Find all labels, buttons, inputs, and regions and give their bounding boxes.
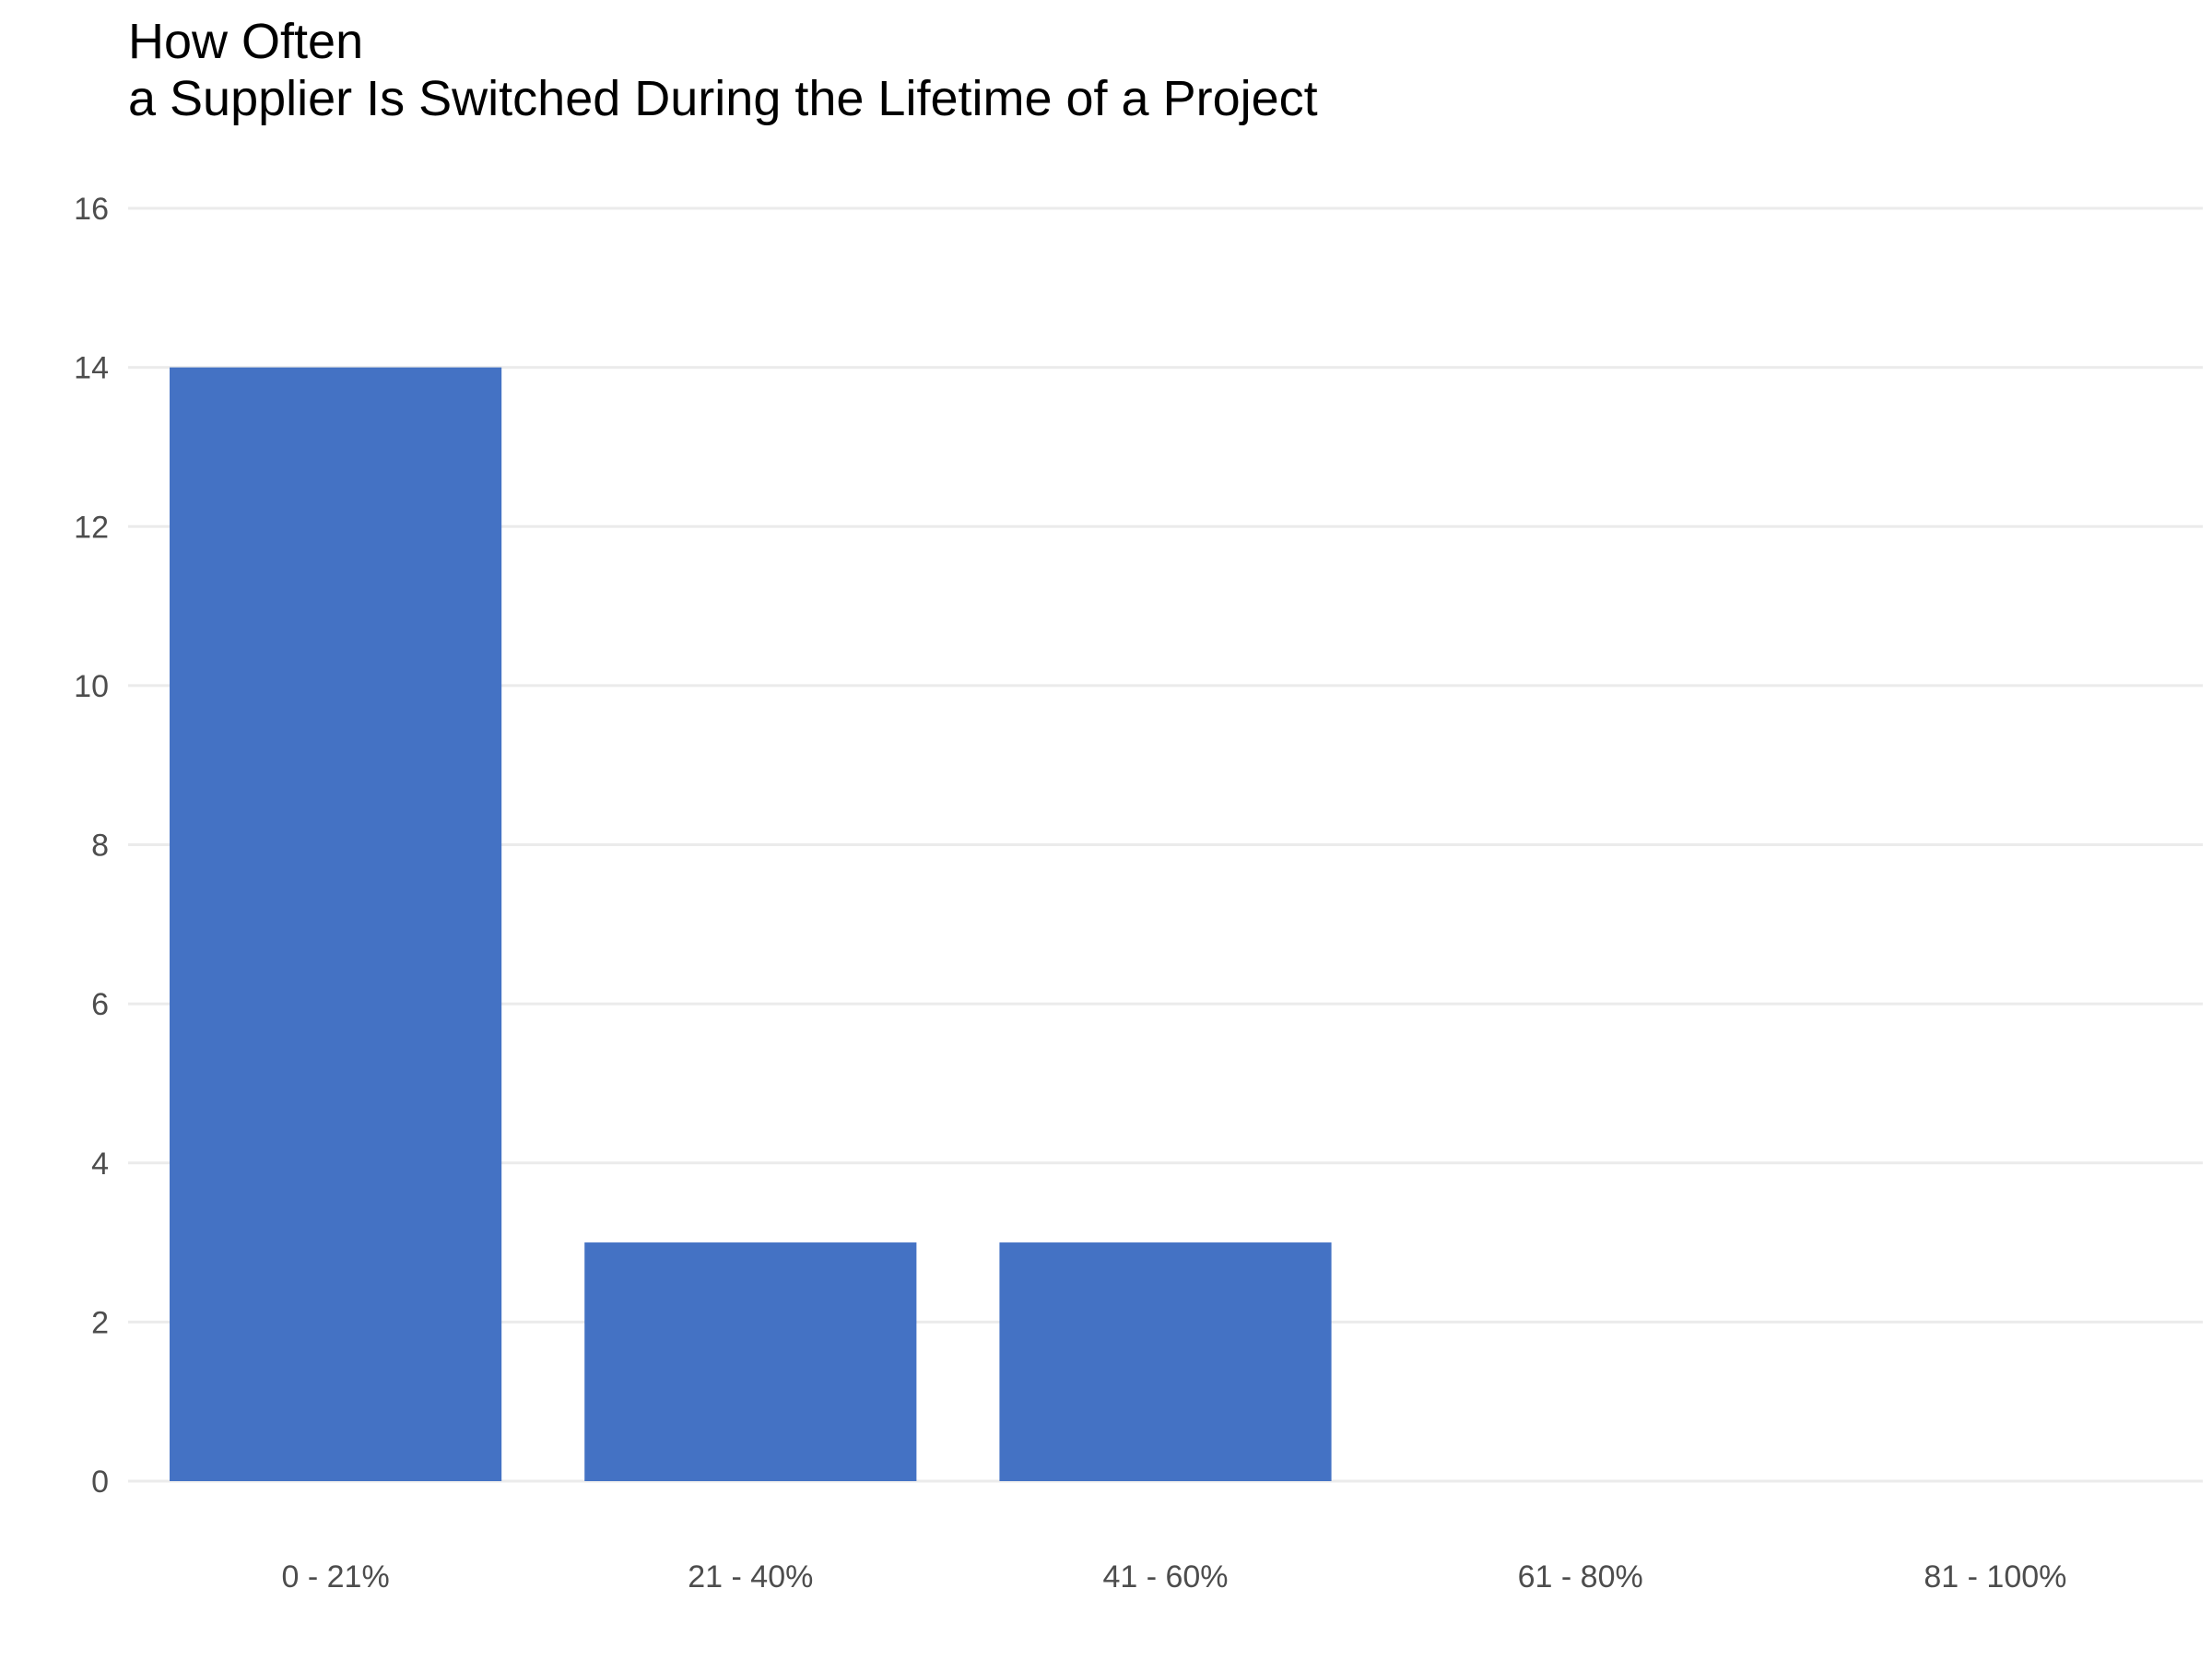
x-tick-label: 61 - 80% (1518, 1559, 1643, 1594)
y-tick-label: 4 (91, 1147, 109, 1182)
x-tick-label: 21 - 40% (688, 1559, 813, 1594)
y-tick-label: 12 (74, 510, 109, 545)
chart-title: How Often (128, 14, 364, 69)
y-tick-label: 6 (91, 987, 109, 1022)
y-axis-tick-labels: 0 2 4 6 8 10 12 14 16 (74, 192, 109, 1500)
bars (170, 367, 1332, 1481)
y-tick-label: 10 (74, 669, 109, 704)
chart-title-block: How Often a Supplier Is Switched During … (128, 13, 1318, 127)
chart-subtitle: a Supplier Is Switched During the Lifeti… (128, 71, 1318, 126)
y-tick-label: 2 (91, 1305, 109, 1340)
bar-2 (584, 1242, 917, 1481)
x-tick-label: 81 - 100% (1924, 1559, 2066, 1594)
x-axis-tick-labels: 0 - 21% 21 - 40% 41 - 60% 61 - 80% 81 - 100% (282, 1559, 2067, 1594)
y-tick-label: 14 (74, 351, 109, 386)
y-tick-label: 0 (91, 1465, 109, 1500)
y-tick-label: 16 (74, 192, 109, 227)
x-tick-label: 0 - 21% (282, 1559, 390, 1594)
y-tick-label: 8 (91, 829, 109, 864)
x-tick-label: 41 - 60% (1102, 1559, 1228, 1594)
bar-1 (170, 367, 502, 1481)
bar-3 (999, 1242, 1332, 1481)
